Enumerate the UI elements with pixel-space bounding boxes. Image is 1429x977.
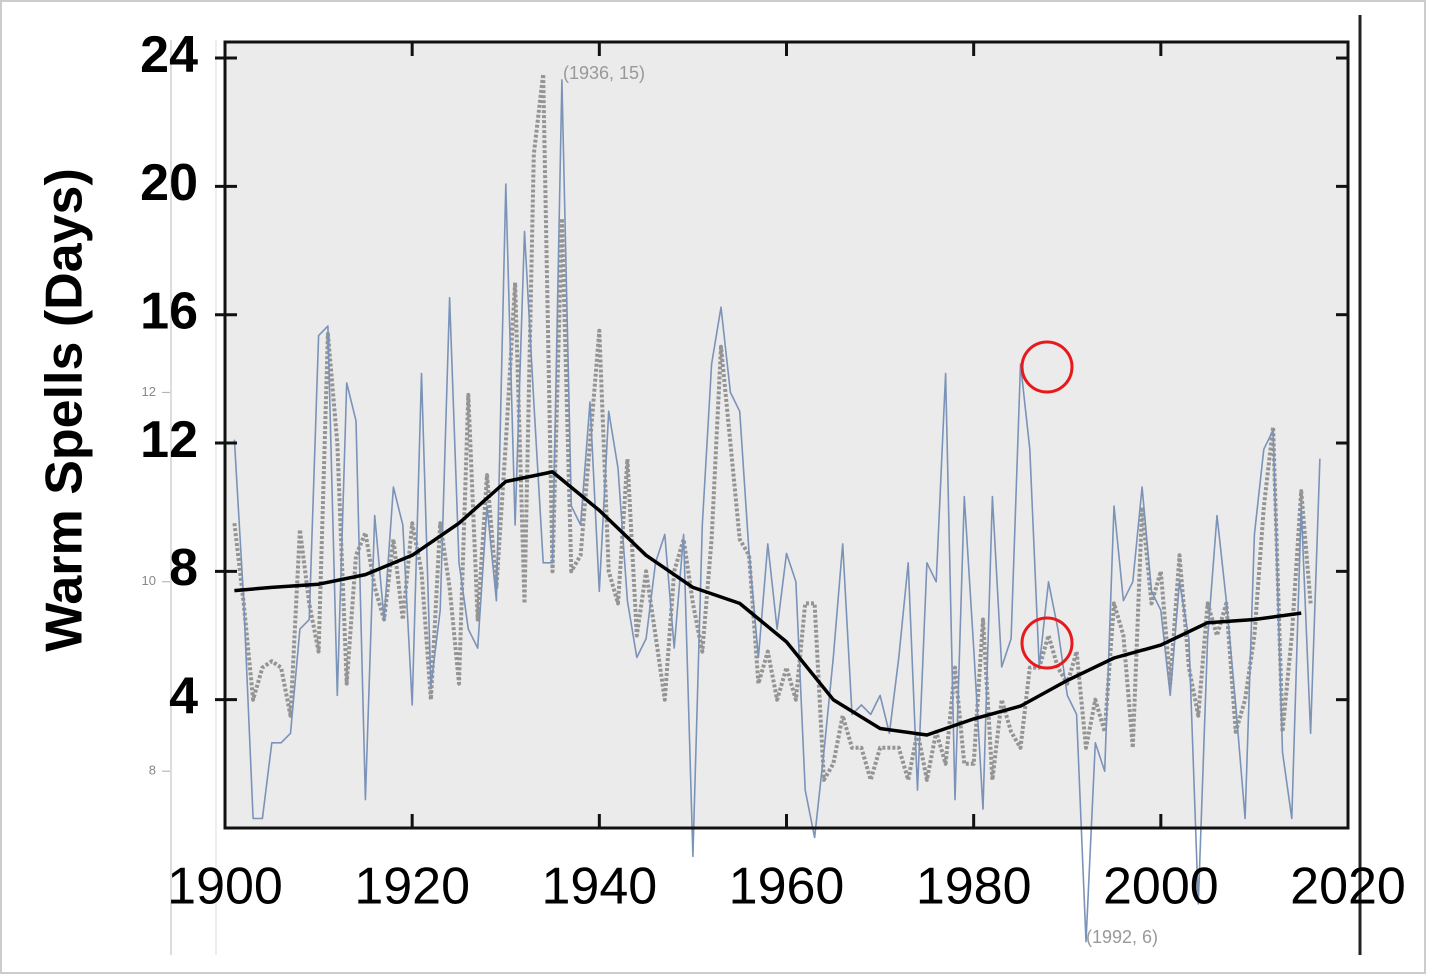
x-tick-label: 1920	[354, 858, 470, 916]
y-tick-label: 16	[140, 282, 198, 340]
highlight-circle	[1020, 340, 1074, 394]
x-tick-label: 1960	[729, 858, 845, 916]
y-tick-label: 24	[140, 26, 198, 84]
x-tick-label: 1980	[916, 858, 1032, 916]
x-tick-label: 2020	[1290, 858, 1406, 916]
series-line	[234, 470, 1302, 737]
series-line	[232, 72, 1313, 782]
y2-tick-label: 10	[142, 573, 156, 588]
y-tick-label: 4	[169, 667, 198, 725]
x-tick-label: 1940	[541, 858, 657, 916]
y-tick-label: 8	[169, 539, 198, 597]
x-tick-label: 1900	[167, 858, 283, 916]
marks	[232, 72, 1321, 943]
y2-tick-label: 8	[149, 763, 156, 778]
y-tick-label: 12	[140, 411, 198, 469]
plot-area	[225, 42, 1348, 828]
y2-tick-label: 12	[142, 384, 156, 399]
series-line	[233, 79, 1321, 943]
annotation: (1992, 6)	[1086, 927, 1158, 947]
annotation: (1936, 15)	[563, 63, 645, 83]
x-tick-label: 2000	[1103, 858, 1219, 916]
y-axis-label: Warm Spells (Days)	[36, 168, 94, 652]
y-tick-label: 20	[140, 154, 198, 212]
highlight-circle	[1020, 616, 1074, 670]
